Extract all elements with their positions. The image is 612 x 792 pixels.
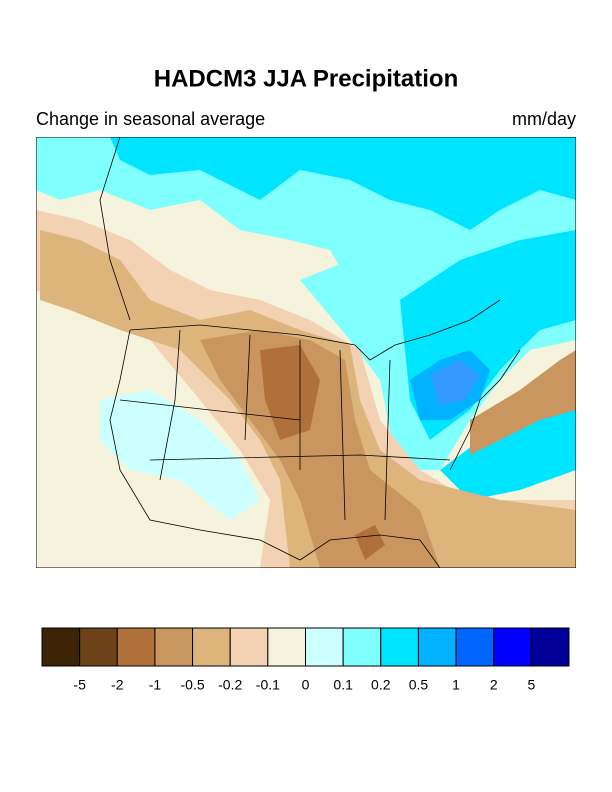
colorbar-swatch bbox=[267, 627, 307, 667]
colorbar-label: 0 bbox=[302, 677, 310, 693]
subtitle: Change in seasonal average bbox=[36, 109, 265, 129]
colorbar-label: 0.2 bbox=[371, 677, 391, 693]
colorbar: -5 -2 -1 -0.5 -0.2 -0.1 0 0.1 0.2 0.5 1 2 5 bbox=[41, 627, 570, 693]
colorbar-swatch bbox=[192, 627, 231, 667]
colorbar-swatch bbox=[380, 627, 419, 667]
colorbar-swatch bbox=[417, 627, 457, 667]
colorbar-swatch bbox=[41, 627, 81, 667]
colorbar-label: 5 bbox=[527, 677, 535, 693]
colorbar-swatch bbox=[229, 627, 269, 667]
colorbar-swatch bbox=[493, 627, 532, 667]
units: mm/day bbox=[512, 109, 576, 129]
colorbar-label: -0.1 bbox=[256, 677, 280, 693]
colorbar-label: 0.5 bbox=[409, 677, 429, 693]
colorbar-label: 0.1 bbox=[333, 677, 353, 693]
colorbar-swatch bbox=[455, 627, 495, 667]
colorbar-swatch bbox=[530, 627, 570, 667]
colorbar-swatch bbox=[116, 627, 156, 667]
colorbar-label: 1 bbox=[452, 677, 460, 693]
colorbar-swatch bbox=[79, 627, 118, 667]
colorbar-label: -0.5 bbox=[181, 677, 205, 693]
colorbar-label: -2 bbox=[111, 677, 124, 693]
colorbar-label: -0.2 bbox=[218, 677, 242, 693]
colorbar-label: 2 bbox=[490, 677, 498, 693]
colorbar-label: -5 bbox=[73, 677, 86, 693]
colorbar-swatch bbox=[154, 627, 194, 667]
colorbar-label: -1 bbox=[149, 677, 162, 693]
title: HADCM3 JJA Precipitation bbox=[154, 65, 459, 92]
colorbar-swatch bbox=[305, 627, 344, 667]
colorbar-swatch bbox=[342, 627, 382, 667]
map bbox=[36, 137, 576, 568]
